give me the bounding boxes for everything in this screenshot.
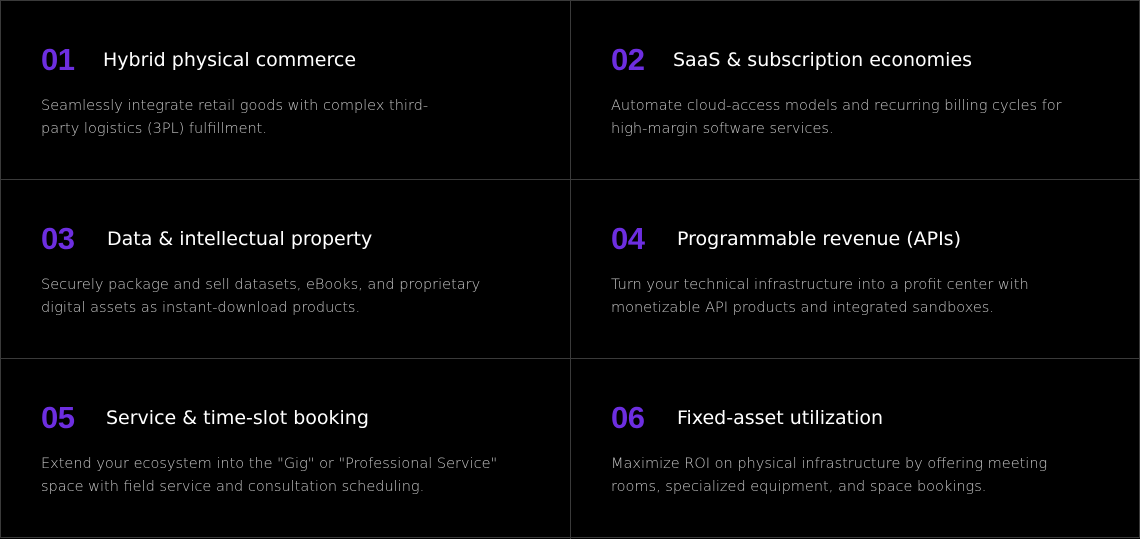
card-number: 05 bbox=[41, 400, 75, 435]
card-description: Automate cloud-access models and recurri… bbox=[611, 98, 1062, 137]
card-title: Programmable revenue (APIs) bbox=[677, 228, 961, 250]
card-description: Securely package and sell datasets, eBoo… bbox=[41, 277, 481, 316]
card-title: Data & intellectual property bbox=[107, 228, 373, 250]
card-description: Turn your technical infrastructure into … bbox=[611, 277, 1029, 316]
card-number: 01 bbox=[41, 42, 75, 77]
card-number: 06 bbox=[611, 400, 645, 435]
feature-card-booking: 05 Service & time-slot booking Extend you… bbox=[1, 359, 571, 539]
card-title: Hybrid physical commerce bbox=[103, 49, 357, 71]
feature-card-apis: 04 Programmable revenue (APIs) Turn your … bbox=[571, 180, 1140, 359]
card-description: Extend your ecosystem into the "Gig" or … bbox=[41, 456, 498, 495]
feature-card-data-ip: 03 Data & intellectual property Securely … bbox=[1, 180, 571, 359]
card-title: Service & time-slot booking bbox=[106, 407, 369, 429]
card-number: 02 bbox=[611, 42, 645, 77]
card-number: 04 bbox=[611, 221, 645, 256]
card-title: SaaS & subscription economies bbox=[673, 49, 973, 71]
card-title: Fixed-asset utilization bbox=[677, 407, 884, 429]
feature-card-hybrid-commerce: 01 Hybrid physical commerce Seamlessly in… bbox=[1, 1, 571, 180]
card-description: Maximize ROI on physical infrastructure … bbox=[611, 456, 1048, 495]
feature-card-saas: 02 SaaS & subscription economies Automate… bbox=[571, 1, 1140, 180]
card-description: Seamlessly integrate retail goods with c… bbox=[41, 98, 429, 137]
card-number: 03 bbox=[41, 221, 75, 256]
feature-card-fixed-asset: 06 Fixed-asset utilization Maximize ROI o… bbox=[571, 359, 1140, 539]
